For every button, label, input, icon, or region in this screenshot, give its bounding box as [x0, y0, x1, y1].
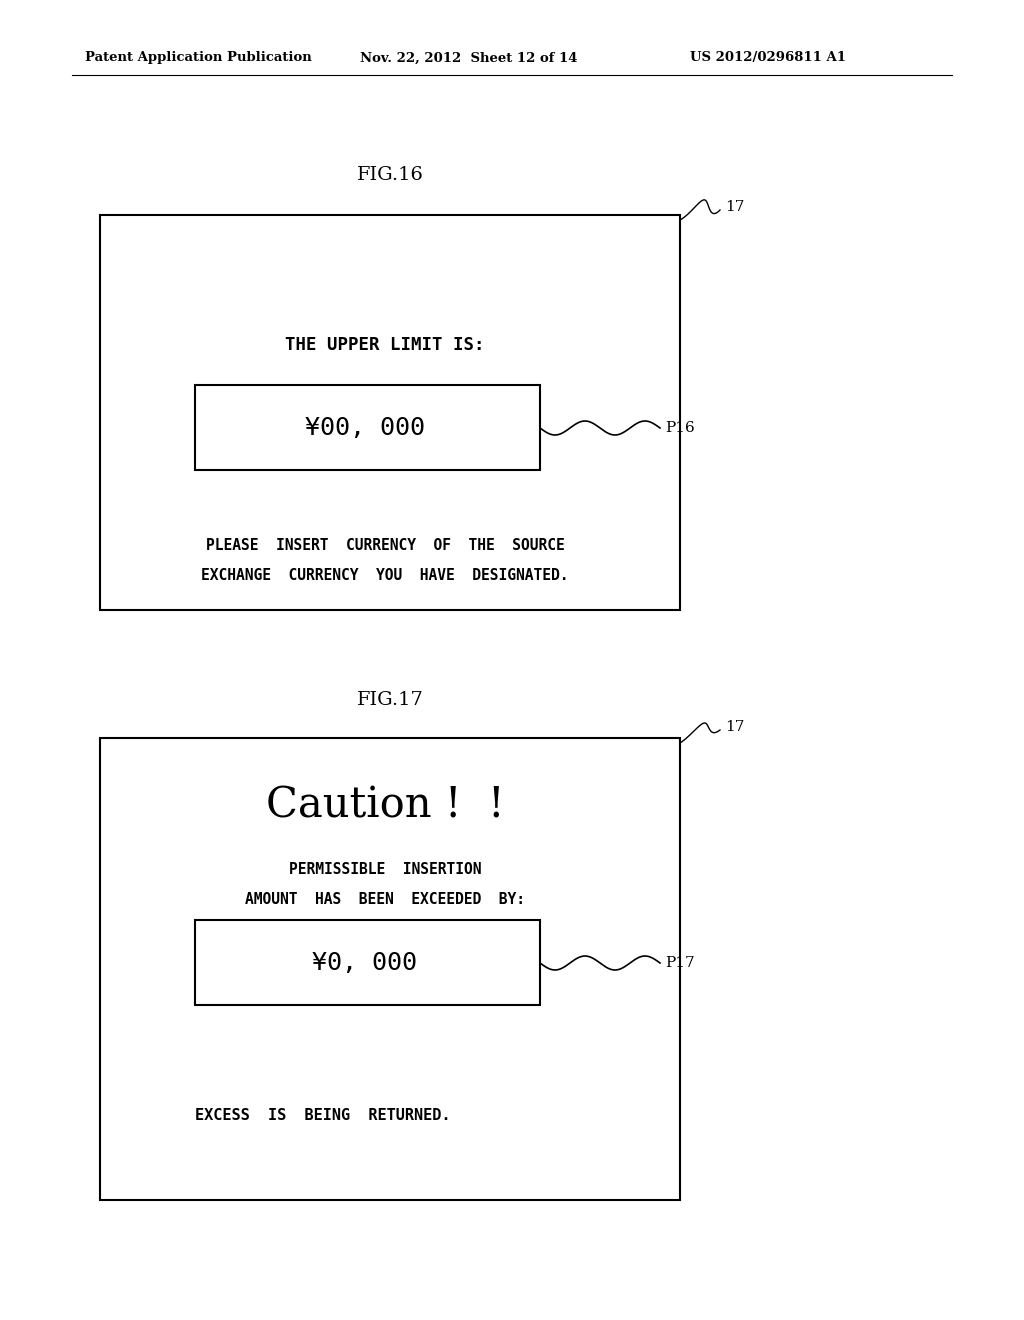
Bar — [195, 920, 540, 1005]
Text: PERMISSIBLE  INSERTION: PERMISSIBLE INSERTION — [289, 862, 481, 878]
Text: P16: P16 — [665, 421, 694, 436]
Text: PLEASE  INSERT  CURRENCY  OF  THE  SOURCE: PLEASE INSERT CURRENCY OF THE SOURCE — [206, 537, 564, 553]
Text: Caution !  !: Caution ! ! — [265, 784, 504, 826]
Text: FIG.17: FIG.17 — [356, 690, 424, 709]
Text: 17: 17 — [725, 201, 744, 214]
Text: EXCHANGE  CURRENCY  YOU  HAVE  DESIGNATED.: EXCHANGE CURRENCY YOU HAVE DESIGNATED. — [202, 568, 568, 582]
Text: 17: 17 — [725, 719, 744, 734]
Bar — [100, 738, 680, 1200]
Text: THE UPPER LIMIT IS:: THE UPPER LIMIT IS: — [286, 337, 484, 354]
Text: EXCESS  IS  BEING  RETURNED.: EXCESS IS BEING RETURNED. — [195, 1107, 451, 1122]
Bar — [195, 385, 540, 470]
Text: Patent Application Publication: Patent Application Publication — [85, 51, 311, 65]
Text: FIG.16: FIG.16 — [356, 166, 424, 183]
Text: AMOUNT  HAS  BEEN  EXCEEDED  BY:: AMOUNT HAS BEEN EXCEEDED BY: — [245, 892, 525, 908]
Text: US 2012/0296811 A1: US 2012/0296811 A1 — [690, 51, 846, 65]
Text: ¥00, 000: ¥00, 000 — [305, 416, 425, 440]
Bar — [100, 215, 680, 610]
Text: Nov. 22, 2012  Sheet 12 of 14: Nov. 22, 2012 Sheet 12 of 14 — [360, 51, 578, 65]
Text: ¥0, 000: ¥0, 000 — [312, 950, 418, 975]
Text: P17: P17 — [665, 956, 694, 970]
